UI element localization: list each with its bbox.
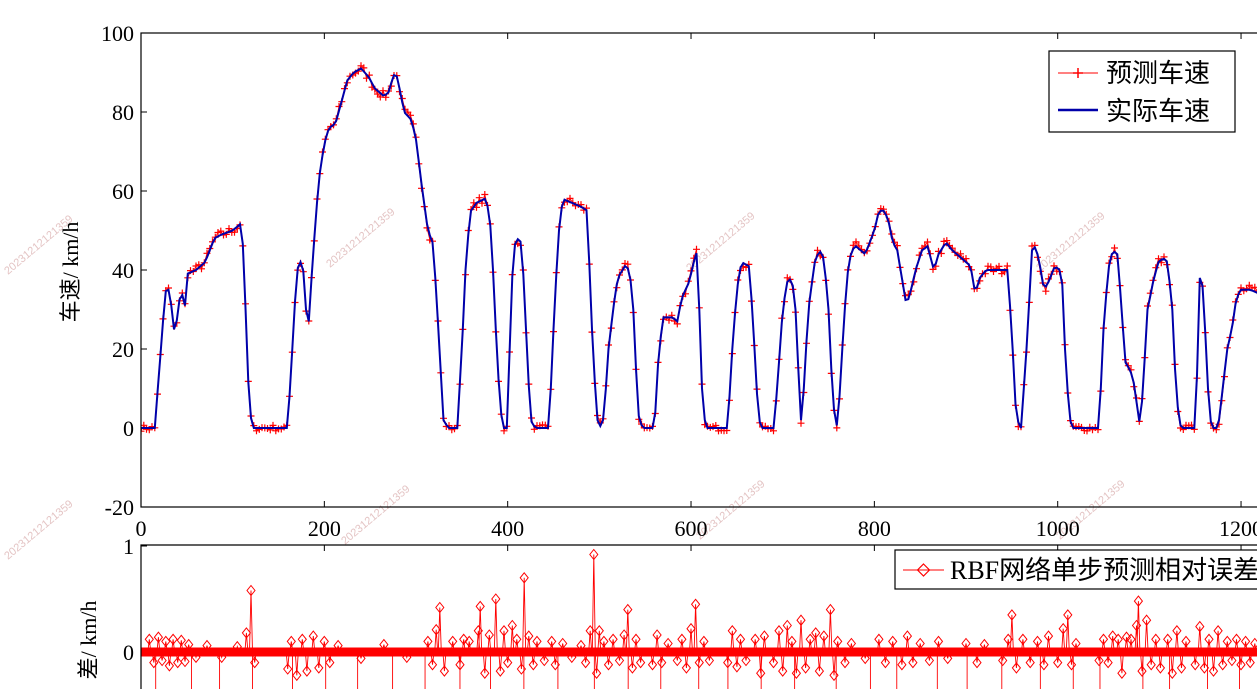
x-tick-label: 1000	[1036, 516, 1080, 541]
predicted-speed-marker	[1111, 245, 1118, 252]
legend-label-actual: 实际车速	[1106, 97, 1210, 126]
x-tick-label: 1200	[1219, 516, 1257, 541]
error-y-axis-ticks: 01	[123, 534, 147, 665]
error-marker	[1251, 639, 1257, 649]
x-tick-label: 800	[858, 516, 891, 541]
error-legend: RBF网络单步预测相对误差	[895, 550, 1257, 589]
y-tick-label: 100	[101, 21, 134, 46]
error-y-axis-label: 差/ km/h	[76, 601, 101, 680]
y-tick-label: 60	[112, 179, 134, 204]
y-tick-label: -20	[105, 495, 134, 520]
y-tick-label: 40	[112, 258, 134, 283]
error-plot: 01 差/ km/h RBF网络单步预测相对误差	[76, 534, 1257, 689]
watermark: 20231212121359	[2, 498, 75, 562]
y-tick-label: 20	[112, 337, 134, 362]
legend-label-predicted: 预测车速	[1106, 59, 1210, 88]
x-tick-label: 400	[491, 516, 524, 541]
predicted-speed-marker	[1042, 288, 1049, 295]
x-tick-label: 200	[308, 516, 341, 541]
x-tick-label: 600	[675, 516, 708, 541]
watermark: 20231212121359	[339, 483, 412, 547]
predicted-speed-marker	[481, 191, 488, 198]
y-tick-label: 0	[123, 416, 134, 441]
watermark: 20231212121359	[324, 206, 397, 270]
y-axis-ticks: -20 0 20 40 60 80 100	[101, 21, 147, 520]
error-y-tick-label: 1	[123, 534, 134, 559]
watermark: 20231212121359	[1034, 210, 1107, 274]
x-tick-label: 0	[136, 516, 147, 541]
speed-legend: 预测车速 实际车速	[1049, 51, 1235, 132]
watermark-layer: 20231212121359 20231212121359 2023121212…	[2, 206, 1127, 562]
error-y-tick-label: 0	[123, 640, 134, 665]
legend-label-error: RBF网络单步预测相对误差	[950, 556, 1257, 585]
predicted-speed-marker	[798, 420, 805, 427]
y-tick-label: 80	[112, 100, 134, 125]
y-axis-label: 车速/ km/h	[58, 222, 83, 323]
